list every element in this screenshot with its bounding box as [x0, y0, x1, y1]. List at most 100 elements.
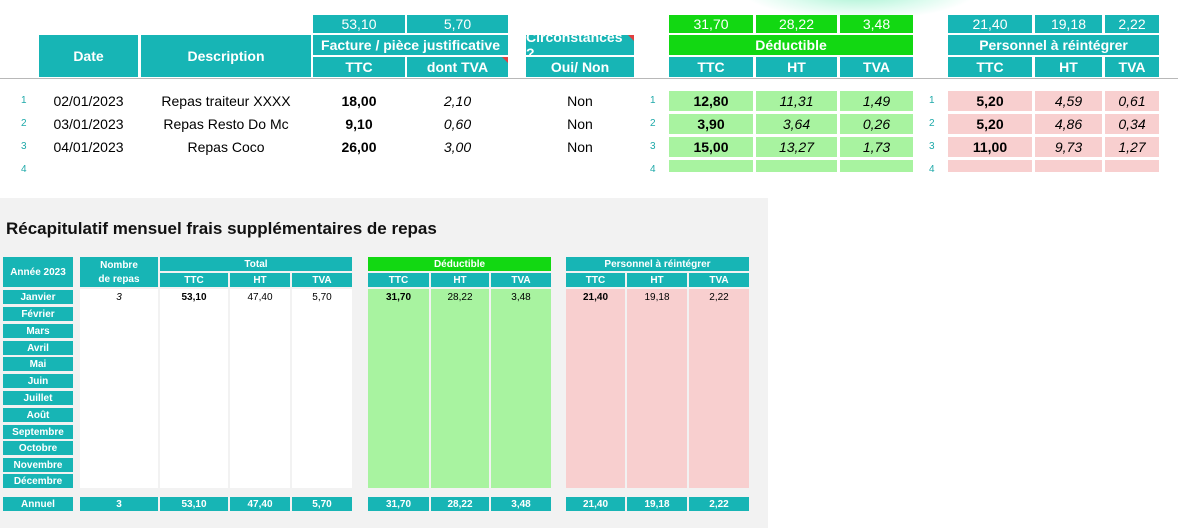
- row-deductible-ttc: 3,90: [669, 114, 753, 134]
- month-septembre: Septembre: [3, 425, 73, 439]
- row-deductible-tva: [840, 160, 913, 172]
- recap-header-total-ht: HT: [230, 273, 290, 287]
- row-deductible-ht: 11,31: [756, 91, 837, 111]
- annuel-personnel-ttc: 21,40: [566, 497, 625, 511]
- janvier-deductible-ht: 28,22: [447, 291, 473, 303]
- recap-personnel-tva-column: [689, 289, 749, 488]
- recap-header-deductible-tva: TVA: [491, 273, 551, 287]
- row-circonstances[interactable]: Non: [567, 93, 593, 109]
- month-decembre: Décembre: [3, 474, 73, 488]
- row-number: 3: [650, 141, 656, 152]
- recap-header-total-tva: TVA: [292, 273, 352, 287]
- row-personnel-tva: 1,27: [1105, 137, 1159, 157]
- deductible-ht-total: 28,22: [756, 15, 837, 33]
- row-description[interactable]: Repas Coco: [187, 139, 265, 155]
- annuel-label: Annuel: [3, 497, 73, 511]
- comment-marker: [628, 35, 634, 41]
- row-ttc[interactable]: 18,00: [341, 93, 377, 109]
- header-deductible: Déductible: [669, 35, 913, 55]
- header-personnel-ttc: TTC: [948, 57, 1032, 77]
- header-personnel-ht: HT: [1035, 57, 1102, 77]
- row-deductible-tva: 0,26: [840, 114, 913, 134]
- row-dont-tva[interactable]: 0,60: [443, 116, 472, 132]
- row-number: 4: [929, 164, 935, 175]
- month-juin: Juin: [3, 374, 73, 388]
- recap-header-nombre-line1: Nombre: [100, 260, 138, 271]
- recap-total-ht-column: [230, 289, 290, 488]
- row-number: 2: [21, 118, 27, 129]
- row-date[interactable]: 04/01/2023: [53, 139, 124, 155]
- row-number: 1: [21, 95, 27, 106]
- row-deductible-ttc: 12,80: [669, 91, 753, 111]
- month-octobre: Octobre: [3, 441, 73, 455]
- janvier-deductible-tva: 3,48: [511, 291, 531, 303]
- month-novembre: Novembre: [3, 458, 73, 472]
- row-personnel-ttc: 11,00: [948, 137, 1032, 157]
- row-ttc[interactable]: 26,00: [341, 139, 377, 155]
- janvier-total-tva: 5,70: [312, 291, 332, 303]
- month-fevrier: Février: [3, 307, 73, 321]
- month-juillet: Juillet: [3, 391, 73, 405]
- personnel-tva-total: 2,22: [1105, 15, 1159, 33]
- recap-header-personnel: Personnel à réintégrer: [566, 257, 749, 271]
- janvier-personnel-ttc: 21,40: [582, 291, 609, 303]
- annuel-nombre: 3: [80, 497, 158, 511]
- row-personnel-ttc: 5,20: [948, 91, 1032, 111]
- recap-header-nombre: Nombre de repas: [80, 257, 158, 287]
- annuel-total-tva: 5,70: [292, 497, 352, 511]
- janvier-total-ht: 47,40: [247, 291, 273, 303]
- row-date[interactable]: 03/01/2023: [53, 116, 124, 132]
- row-dont-tva[interactable]: 2,10: [443, 93, 472, 109]
- row-deductible-ht: [756, 160, 837, 172]
- header-description: Description: [141, 35, 311, 77]
- row-circonstances[interactable]: Non: [567, 139, 593, 155]
- row-number: 3: [929, 141, 935, 152]
- month-aout: Août: [3, 408, 73, 422]
- recap-header-deductible-ht: HT: [431, 273, 489, 287]
- recap-total-tva-column: [292, 289, 352, 488]
- recap-deductible-ttc-column: [368, 289, 429, 488]
- annuel-deductible-tva: 3,48: [491, 497, 551, 511]
- row-deductible-ht: 3,64: [756, 114, 837, 134]
- recap-header-deductible: Déductible: [368, 257, 551, 271]
- recap-total-ttc-column: [160, 289, 228, 488]
- row-personnel-ht: 4,86: [1035, 114, 1102, 134]
- recap-personnel-ttc-column: [566, 289, 625, 488]
- personnel-ht-total: 19,18: [1035, 15, 1102, 33]
- header-personnel: Personnel à réintégrer: [948, 35, 1159, 55]
- recap-title: Récapitulatif mensuel frais supplémentai…: [6, 219, 437, 238]
- header-separator: [0, 78, 1178, 79]
- annuel-deductible-ttc: 31,70: [368, 497, 429, 511]
- row-ttc[interactable]: 9,10: [345, 116, 373, 132]
- row-circonstances[interactable]: Non: [567, 116, 593, 132]
- month-mars: Mars: [3, 324, 73, 338]
- row-personnel-ht: 9,73: [1035, 137, 1102, 157]
- row-personnel-ttc: 5,20: [948, 114, 1032, 134]
- row-description[interactable]: Repas Resto Do Mc: [163, 116, 289, 132]
- row-deductible-ttc: 15,00: [669, 137, 753, 157]
- row-deductible-ttc: [669, 160, 753, 172]
- header-circonstances: Circonstances ?: [526, 29, 634, 61]
- annuel-deductible-ht: 28,22: [431, 497, 489, 511]
- row-date[interactable]: 02/01/2023: [53, 93, 124, 109]
- comment-marker: [502, 57, 508, 63]
- row-deductible-tva: 1,49: [840, 91, 913, 111]
- row-number: 1: [650, 95, 656, 106]
- row-number: 4: [21, 164, 27, 175]
- row-dont-tva[interactable]: 3,00: [443, 139, 472, 155]
- recap-header-annee: Année 2023: [3, 257, 73, 287]
- janvier-total-ttc: 53,10: [181, 291, 207, 303]
- row-personnel-ht: [1035, 160, 1102, 172]
- recap-header-personnel-ttc: TTC: [566, 273, 625, 287]
- header-oui-non: Oui/ Non: [526, 57, 634, 77]
- row-number: 3: [21, 141, 27, 152]
- row-personnel-ttc: [948, 160, 1032, 172]
- row-deductible-tva: 1,73: [840, 137, 913, 157]
- row-description[interactable]: Repas traiteur XXXX: [161, 93, 291, 109]
- recap-header-personnel-tva: TVA: [689, 273, 749, 287]
- recap-header-nombre-line2: de repas: [98, 274, 140, 285]
- header-facture: Facture / pièce justificative: [313, 35, 508, 55]
- header-date: Date: [39, 35, 138, 77]
- row-personnel-tva: 0,61: [1105, 91, 1159, 111]
- annuel-total-ht: 47,40: [230, 497, 290, 511]
